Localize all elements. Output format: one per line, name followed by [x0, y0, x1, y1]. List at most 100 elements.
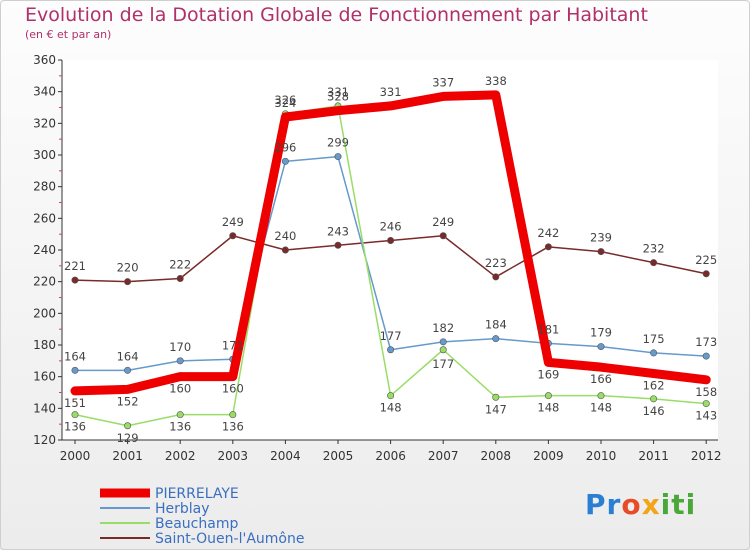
data-label: 242 [537, 226, 559, 240]
data-label: 148 [590, 401, 612, 415]
data-point [387, 346, 395, 354]
data-label: 299 [327, 136, 349, 150]
data-label: 160 [169, 382, 191, 396]
data-point [71, 276, 79, 284]
proxiti-logo: Proxiti [585, 488, 697, 521]
x-tick-label: 2003 [218, 449, 249, 463]
data-label: 222 [169, 258, 191, 272]
data-point [387, 392, 395, 400]
y-tick-label: 180 [33, 338, 56, 352]
y-tick-label: 220 [33, 275, 56, 289]
data-point [492, 393, 500, 401]
y-tick-label: 200 [33, 306, 56, 320]
data-label: 164 [64, 349, 86, 363]
data-label: 326 [274, 93, 296, 107]
data-label: 296 [274, 140, 296, 154]
data-label: 249 [222, 215, 244, 229]
data-point [229, 411, 237, 419]
data-label: 249 [432, 215, 454, 229]
data-label: 177 [432, 357, 454, 371]
data-point [650, 349, 658, 357]
data-label: 179 [590, 326, 612, 340]
x-tick-label: 2002 [165, 449, 196, 463]
data-label: 331 [327, 85, 349, 99]
y-tick-label: 300 [33, 148, 56, 162]
x-tick-label: 2009 [533, 449, 564, 463]
data-label: 220 [117, 261, 139, 275]
data-point [597, 343, 605, 351]
chart-title: Evolution de la Dotation Globale de Fonc… [25, 4, 648, 26]
data-point [492, 273, 500, 281]
data-label: 171 [222, 338, 244, 352]
data-point [71, 366, 79, 374]
y-tick-label: 160 [33, 370, 56, 384]
x-tick-label: 2012 [691, 449, 722, 463]
data-label: 338 [485, 74, 507, 88]
chart-subtitle: (en € et par an) [25, 28, 112, 41]
y-tick-label: 140 [33, 401, 56, 415]
y-tick-label: 360 [33, 53, 56, 67]
data-label: 324 [274, 96, 296, 110]
data-label: 223 [485, 256, 507, 270]
x-tick-label: 2006 [375, 449, 406, 463]
data-label: 143 [695, 409, 717, 423]
data-point [544, 392, 552, 400]
data-label: 239 [590, 231, 612, 245]
data-label: 173 [695, 335, 717, 349]
data-label: 148 [537, 401, 559, 415]
data-label: 331 [380, 85, 402, 99]
x-tick-label: 2004 [270, 449, 301, 463]
series-line-pierrelaye [70, 90, 711, 396]
y-tick-label: 340 [33, 85, 56, 99]
data-label: 148 [380, 401, 402, 415]
data-point [71, 411, 79, 419]
data-label: 328 [327, 90, 349, 104]
data-label: 152 [117, 394, 139, 408]
data-label: 337 [432, 75, 454, 89]
data-label: 146 [643, 404, 665, 418]
x-tick-label: 2010 [586, 449, 617, 463]
data-label: 136 [169, 420, 191, 434]
data-point [544, 243, 552, 251]
data-label: 177 [380, 329, 402, 343]
data-point [124, 422, 132, 430]
data-point [439, 346, 447, 354]
data-point [124, 366, 132, 374]
data-label: 181 [537, 322, 559, 336]
data-label: 225 [695, 253, 717, 267]
data-point [334, 153, 342, 161]
data-label: 240 [274, 229, 296, 243]
data-label: 162 [643, 379, 665, 393]
data-point [176, 411, 184, 419]
data-label: 166 [590, 372, 612, 386]
x-tick-label: 2000 [60, 449, 91, 463]
data-label: 232 [643, 242, 665, 256]
data-label: 147 [485, 402, 507, 416]
data-point [124, 278, 132, 286]
legend-label: PIERRELAYE [155, 486, 239, 502]
x-tick-label: 2011 [638, 449, 669, 463]
data-label: 246 [380, 220, 402, 234]
legend-label: Herblay [155, 501, 210, 517]
legend-label: Beauchamp [155, 516, 238, 532]
data-label: 182 [432, 321, 454, 335]
data-point [702, 400, 710, 408]
data-label: 243 [327, 224, 349, 238]
data-point [650, 259, 658, 267]
x-tick-label: 2001 [112, 449, 143, 463]
data-point [650, 395, 658, 403]
data-point [597, 248, 605, 256]
data-point [439, 232, 447, 240]
y-tick-label: 280 [33, 180, 56, 194]
data-label: 151 [64, 396, 86, 410]
data-label: 175 [643, 332, 665, 346]
data-point [334, 241, 342, 249]
data-point [176, 274, 184, 282]
y-tick-label: 260 [33, 211, 56, 225]
data-point [439, 338, 447, 346]
data-point [281, 157, 289, 165]
data-label: 136 [222, 420, 244, 434]
data-label: 158 [695, 385, 717, 399]
data-point [702, 352, 710, 360]
